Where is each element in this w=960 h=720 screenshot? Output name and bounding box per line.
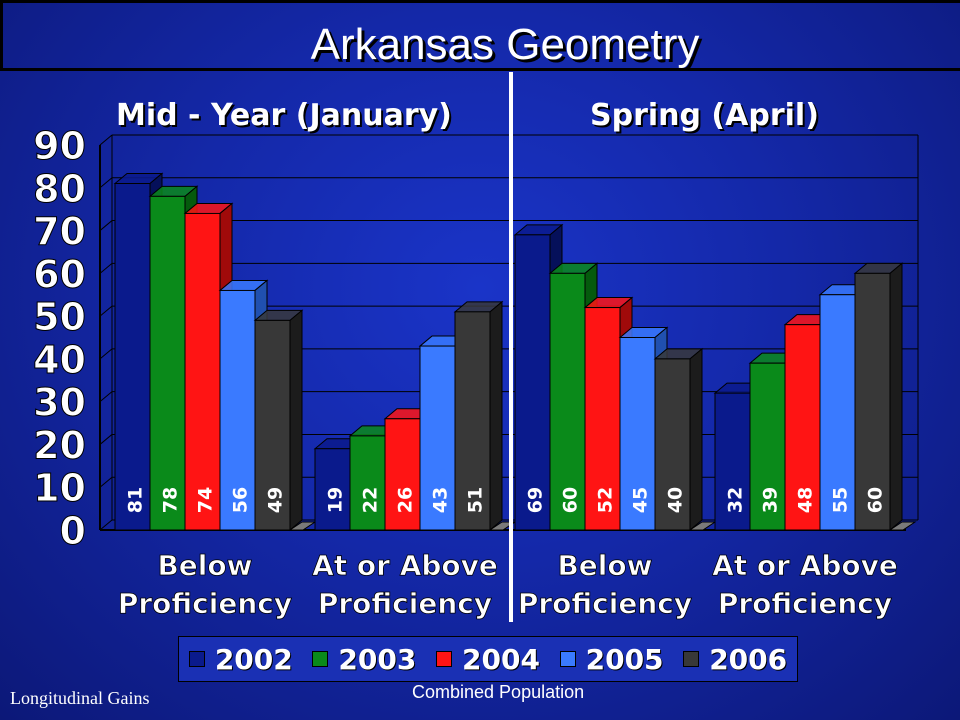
data-label-p1-c0-s2002: 69	[525, 487, 547, 513]
category-label-p1-c0-line0: Below	[557, 549, 652, 582]
data-label-p0-c1-s2006: 51	[465, 487, 487, 513]
panel-subtitle-midyear: Mid - Year (January)	[116, 98, 452, 133]
bar-p1-c1-s2003	[749, 362, 786, 531]
legend-label-2006: 2006	[709, 642, 788, 676]
bar-p0-c0-s2002	[114, 183, 151, 531]
title-underline	[0, 68, 960, 71]
category-label-p1-c1-line1: Proficiency	[718, 587, 892, 620]
bar-p1-c1-s2002	[714, 392, 751, 531]
data-label-p1-c1-s2002: 32	[725, 487, 747, 513]
bar-p1-c1-s2006	[854, 272, 891, 531]
data-label-p1-c1-s2003: 39	[760, 487, 782, 513]
y-tick-label-80: 80	[33, 167, 86, 211]
legend: 2002 2003 2004 2005 2006	[178, 636, 798, 682]
bar-p0-c0-s2003	[149, 195, 186, 531]
y-tick-label-50: 50	[33, 295, 86, 339]
gridline-side-20	[99, 434, 113, 445]
data-label-p0-c0-s2002: 81	[125, 487, 147, 513]
data-label-p1-c1-s2004: 48	[795, 487, 817, 513]
bar-p1-c0-s2002	[514, 234, 551, 531]
bar-side-p1-c1-s2006	[889, 262, 903, 532]
bar-p1-c0-s2005	[619, 337, 656, 531]
legend-label-2003: 2003	[338, 642, 417, 676]
bar-p0-c1-s2005	[419, 345, 456, 531]
panel-subtitle-spring: Spring (April)	[590, 98, 819, 133]
data-label-p1-c0-s2006: 40	[665, 487, 687, 513]
title-left-rule	[0, 0, 3, 70]
data-label-p0-c1-s2003: 22	[360, 487, 382, 513]
category-label-p0-c0-line0: Below	[157, 549, 252, 582]
bar-p0-c1-s2003	[349, 435, 386, 531]
data-label-p1-c1-s2005: 55	[830, 487, 852, 513]
bar-p0-c1-s2002	[314, 448, 351, 531]
bar-p1-c0-s2004	[584, 307, 621, 531]
footer-longitudinal-gains: Longitudinal Gains	[10, 688, 150, 708]
title-top-rule	[0, 0, 960, 3]
bar-p1-c1-s2005	[819, 294, 856, 531]
legend-item-2005: 2005	[559, 642, 664, 676]
y-tick-label-70: 70	[33, 210, 86, 254]
gridline-side-0	[99, 519, 113, 531]
gridline-side-80	[99, 177, 113, 189]
category-label-p0-c1-line1: Proficiency	[318, 587, 492, 620]
y-tick-label-60: 60	[33, 252, 86, 296]
legend-item-2003: 2003	[312, 643, 416, 676]
legend-swatch-2005	[559, 651, 576, 667]
gridline-side-90	[99, 134, 113, 146]
legend-item-2006: 2006	[683, 643, 787, 676]
gridline-side-50	[99, 305, 113, 317]
legend-label-2005: 2005	[585, 642, 664, 676]
gridline-side-30	[99, 391, 113, 403]
legend-swatch-2004	[436, 651, 453, 667]
gridline-side-10	[99, 476, 113, 488]
gridline-side-60	[99, 262, 113, 274]
floor-tab-3	[888, 521, 917, 531]
y-tick-label-10: 10	[33, 466, 86, 510]
legend-item-2004: 2004	[436, 643, 540, 676]
bar-p1-c1-s2004	[784, 324, 821, 531]
data-label-p1-c1-s2006: 60	[865, 487, 887, 513]
category-label-p0-c0-line1: Proficiency	[118, 587, 292, 620]
bar-side-p0-c1-s2006	[489, 300, 503, 532]
gridline-side-40	[99, 348, 113, 360]
legend-swatch-2002	[188, 651, 205, 667]
category-label-p0-c1-line0: At or Above	[312, 549, 498, 582]
data-label-p0-c0-s2003: 78	[160, 487, 182, 513]
data-label-p0-c1-s2002: 19	[325, 487, 347, 513]
data-label-p0-c1-s2004: 26	[395, 487, 417, 513]
y-tick-label-90: 90	[33, 124, 86, 168]
data-label-p0-c1-s2005: 43	[430, 487, 452, 513]
gridline-side-70	[99, 220, 113, 231]
footer-combined-population: Combined Population	[412, 682, 585, 702]
chart-title: Arkansas Geometry	[310, 20, 700, 69]
y-tick-label-0: 0	[60, 509, 86, 553]
bar-p0-c0-s2004	[184, 212, 221, 531]
bar-p0-c1-s2006	[454, 311, 491, 531]
bar-p0-c1-s2004	[384, 418, 421, 531]
bar-p1-c0-s2006	[654, 358, 691, 531]
legend-swatch-2006	[683, 651, 700, 667]
data-label-p1-c0-s2005: 45	[630, 487, 652, 513]
legend-label-2004: 2004	[462, 642, 540, 676]
data-label-p1-c0-s2003: 60	[560, 487, 582, 513]
bar-p0-c0-s2005	[219, 289, 256, 531]
data-label-p0-c0-s2005: 56	[230, 487, 252, 513]
data-label-p0-c0-s2006: 49	[265, 487, 287, 513]
bar-side-p0-c0-s2006	[289, 309, 303, 532]
y-tick-label-20: 20	[33, 423, 86, 467]
y-tick-label-40: 40	[33, 338, 86, 382]
category-label-p1-c1-line0: At or Above	[712, 549, 898, 582]
legend-label-2002: 2002	[214, 642, 293, 676]
bar-side-p1-c0-s2006	[689, 347, 703, 532]
bar-p0-c0-s2006	[254, 319, 291, 531]
data-label-p0-c0-s2004: 74	[195, 487, 217, 513]
legend-item-2002: 2002	[188, 642, 293, 676]
legend-swatch-2003	[312, 651, 329, 667]
bar-p1-c0-s2003	[549, 272, 586, 531]
category-label-p1-c0-line1: Proficiency	[518, 587, 692, 620]
data-label-p1-c0-s2004: 52	[595, 487, 617, 513]
y-tick-label-30: 30	[33, 381, 86, 425]
